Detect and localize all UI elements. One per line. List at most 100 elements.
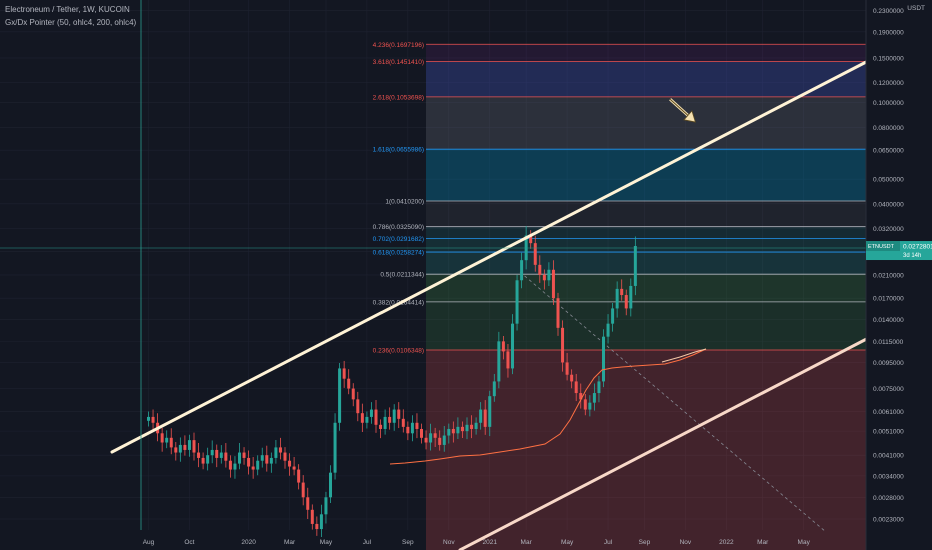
time-tick-label: May bbox=[561, 539, 574, 546]
fib-zone bbox=[426, 96, 866, 150]
fibonacci-retracement[interactable]: 0.236(0.0106348)0.382(0.0164414)0.5(0.02… bbox=[373, 42, 866, 550]
candle-body bbox=[538, 264, 542, 275]
candle-body bbox=[406, 426, 410, 434]
candle-body bbox=[338, 368, 342, 423]
candle-body bbox=[315, 523, 319, 530]
candle-body bbox=[533, 243, 537, 265]
time-tick-label: Nov bbox=[443, 539, 455, 546]
candle-body bbox=[360, 413, 364, 423]
candle-body bbox=[551, 269, 555, 299]
last-price-label: 0.0272801 bbox=[903, 244, 932, 251]
countdown-label: 3d 14h bbox=[903, 253, 921, 259]
candle-body bbox=[369, 409, 373, 417]
fib-level-label: 0.5(0.0211344) bbox=[380, 272, 424, 279]
candle-body bbox=[579, 393, 583, 400]
price-tick-label: 0.0115000 bbox=[873, 339, 904, 346]
fib-zone-bottom bbox=[426, 350, 866, 550]
candle-body bbox=[256, 460, 260, 470]
candle-body bbox=[383, 416, 387, 429]
time-tick-label: May bbox=[320, 539, 333, 546]
price-tick-label: 0.0034000 bbox=[873, 473, 904, 480]
fib-zone bbox=[426, 226, 866, 239]
candle-body bbox=[470, 424, 474, 429]
price-axis-background bbox=[866, 0, 932, 550]
candle-body bbox=[319, 514, 323, 530]
time-tick-label: Oct bbox=[184, 539, 194, 546]
moving-average-line bbox=[389, 348, 707, 465]
candle-body bbox=[520, 260, 524, 281]
candle-body bbox=[269, 457, 273, 464]
candle-body bbox=[201, 457, 205, 464]
candle-body bbox=[542, 274, 546, 281]
dashed-trendline[interactable] bbox=[519, 271, 827, 533]
candle-body bbox=[547, 269, 551, 281]
time-tick-label: 2022 bbox=[719, 539, 734, 546]
fib-level-label: 0.786(0.0325090) bbox=[373, 224, 424, 231]
price-tick-label: 0.0210000 bbox=[873, 272, 904, 279]
candle-body bbox=[251, 466, 255, 470]
moving-average bbox=[389, 348, 707, 465]
time-tick-label: Jul bbox=[604, 539, 613, 546]
candle-body bbox=[511, 323, 514, 369]
candle-body bbox=[174, 447, 178, 453]
upper-channel-line[interactable] bbox=[110, 58, 872, 454]
candle-body bbox=[265, 455, 269, 464]
candle-body bbox=[228, 460, 232, 470]
candle-body bbox=[397, 409, 401, 419]
moving-average-line-200 bbox=[661, 348, 707, 363]
time-tick-label: Nov bbox=[680, 539, 692, 546]
time-tick-label: 2021 bbox=[483, 539, 498, 546]
candle-body bbox=[242, 452, 246, 458]
candle-body bbox=[356, 399, 360, 414]
fib-level-label: 0.236(0.0106348) bbox=[373, 348, 424, 355]
candle-body bbox=[160, 433, 164, 443]
candle-body bbox=[147, 416, 150, 421]
time-tick-label: Mar bbox=[284, 539, 296, 546]
price-tick-label: 0.0051000 bbox=[873, 429, 904, 436]
candle-body bbox=[451, 428, 455, 434]
candle-body bbox=[592, 393, 596, 403]
candle-body bbox=[492, 381, 496, 397]
candle-body bbox=[429, 433, 433, 443]
candle-body bbox=[561, 327, 565, 363]
currency-label: USDT bbox=[907, 5, 925, 12]
candle-body bbox=[178, 444, 182, 453]
candle-body bbox=[583, 399, 587, 410]
fib-level-label: 3.618(0.1451410) bbox=[373, 59, 424, 66]
arrow-icon[interactable] bbox=[666, 95, 699, 127]
price-tick-label: 0.0170000 bbox=[873, 296, 904, 303]
candle-body bbox=[192, 440, 196, 453]
candle-body bbox=[574, 381, 578, 394]
candle-body bbox=[347, 378, 351, 389]
candle-body bbox=[633, 246, 637, 286]
candle-body bbox=[501, 341, 505, 352]
grid-lines bbox=[0, 0, 866, 530]
candle-body bbox=[215, 449, 219, 458]
price-tick-label: 0.0800000 bbox=[873, 125, 904, 132]
symbol-title: Electroneum / Tether, 1W, KUCOIN bbox=[5, 5, 130, 14]
candle-body bbox=[187, 440, 191, 450]
candle-body bbox=[506, 351, 510, 369]
diagonal-trendline[interactable] bbox=[519, 271, 827, 533]
lower-channel-line[interactable] bbox=[458, 330, 882, 550]
candle-body bbox=[410, 422, 414, 434]
candle-body bbox=[615, 288, 619, 309]
candle-body bbox=[278, 447, 282, 453]
candle-body bbox=[624, 295, 628, 309]
time-axis[interactable]: Aug Oct 2020 Mar May Jul Sep Nov 2021 Mar May Jul Se… bbox=[143, 539, 811, 546]
candle-body bbox=[288, 460, 292, 467]
candles bbox=[147, 226, 637, 538]
candle-body bbox=[169, 437, 173, 448]
candle-body bbox=[529, 235, 533, 244]
price-tick-label: 0.0028000 bbox=[873, 495, 904, 502]
candle-body bbox=[424, 437, 428, 443]
fib-zone bbox=[426, 61, 866, 97]
candle-body bbox=[556, 298, 560, 328]
price-tick-label: 0.0023000 bbox=[873, 517, 904, 524]
fib-zone bbox=[426, 274, 866, 302]
candle-body bbox=[474, 422, 478, 429]
candle-body bbox=[306, 497, 310, 510]
price-channel[interactable] bbox=[110, 58, 882, 550]
